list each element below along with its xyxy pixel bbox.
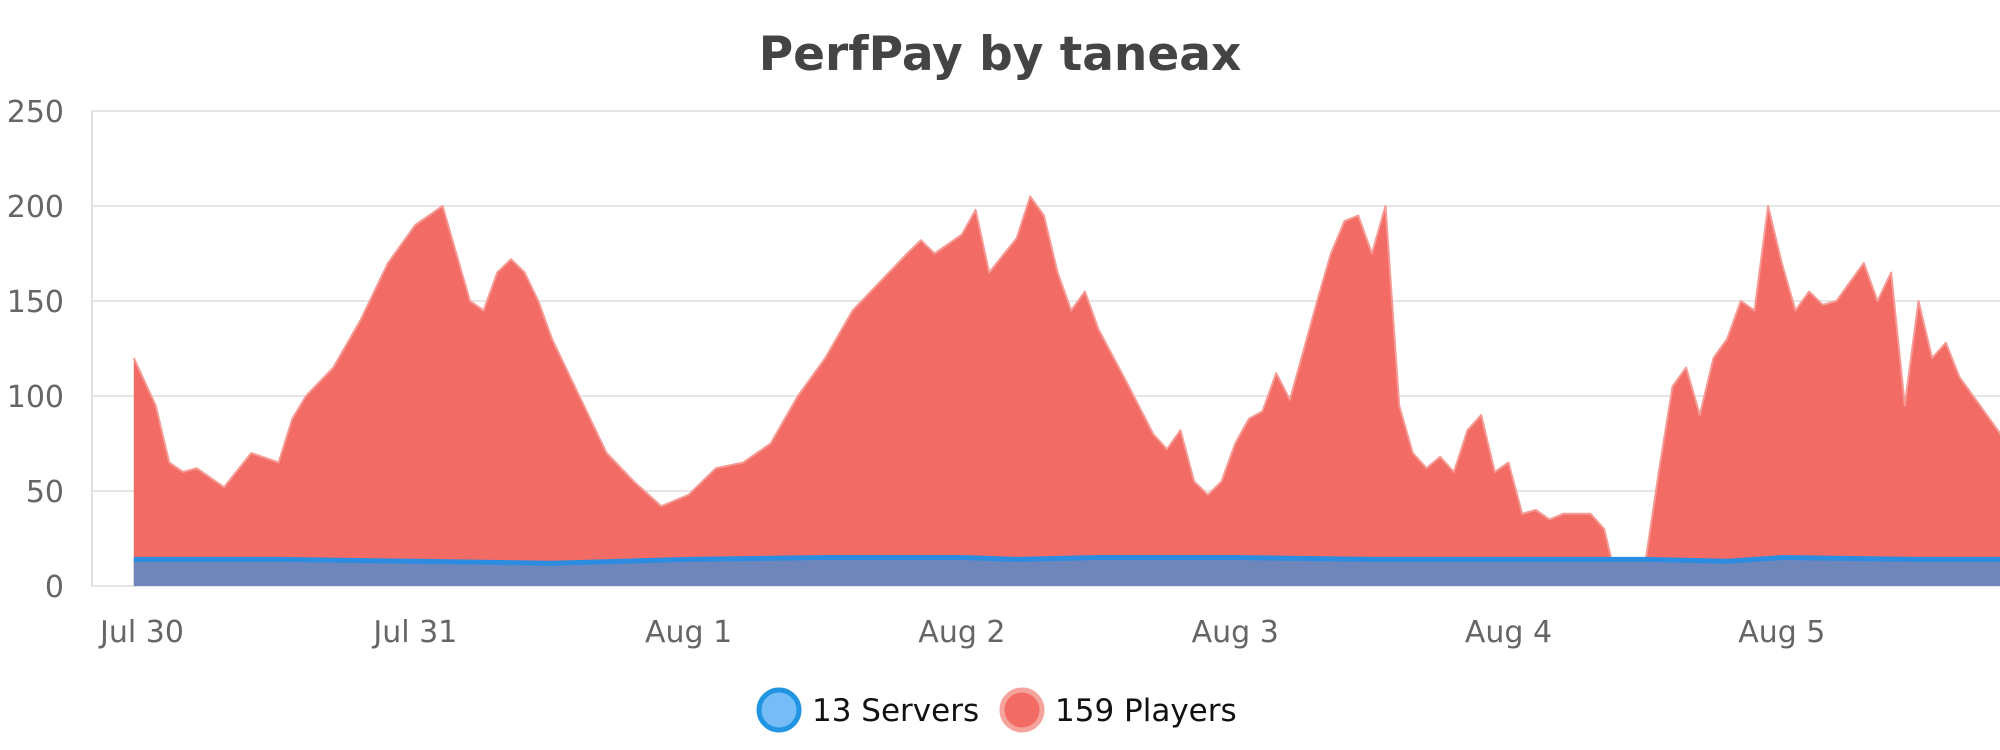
x-tick-label: Aug 5 xyxy=(1738,615,1825,650)
y-tick-label: 150 xyxy=(7,285,64,320)
y-tick-label: 200 xyxy=(7,190,64,225)
legend[interactable]: 13 Servers 159 Players xyxy=(756,687,1237,733)
y-tick-label: 100 xyxy=(7,380,64,415)
legend-marker-icon xyxy=(756,687,802,733)
x-tick-label: Jul 30 xyxy=(98,615,184,650)
legend-label: 13 Servers xyxy=(812,693,979,729)
x-tick-label: Aug 2 xyxy=(918,615,1005,650)
y-tick-label: 0 xyxy=(45,570,64,605)
series-area-1 xyxy=(133,196,2000,586)
x-tick-label: Aug 1 xyxy=(645,615,732,650)
chart-title: PerfPay by taneax xyxy=(759,27,1242,82)
y-tick-label: 250 xyxy=(7,95,64,130)
x-tick-label: Aug 4 xyxy=(1465,615,1552,650)
legend-label: 159 Players xyxy=(1055,693,1237,729)
legend-marker-icon xyxy=(999,687,1045,733)
axes: 0 50 100 150 200 250 Jul 30 Jul 31 Aug 1 Aug 2 Aug… xyxy=(7,95,1826,650)
series-areas xyxy=(132,195,2000,586)
series-line-1 xyxy=(132,195,2000,586)
series-area-0 xyxy=(133,557,2000,586)
legend-item-1[interactable]: 159 Players xyxy=(999,687,1237,733)
x-tick-label: Aug 3 xyxy=(1192,615,1279,650)
legend-item-0[interactable]: 13 Servers xyxy=(756,687,979,733)
x-tick-label: Jul 31 xyxy=(371,615,457,650)
series-line-0 xyxy=(133,555,2000,566)
y-tick-label: 50 xyxy=(26,475,64,510)
